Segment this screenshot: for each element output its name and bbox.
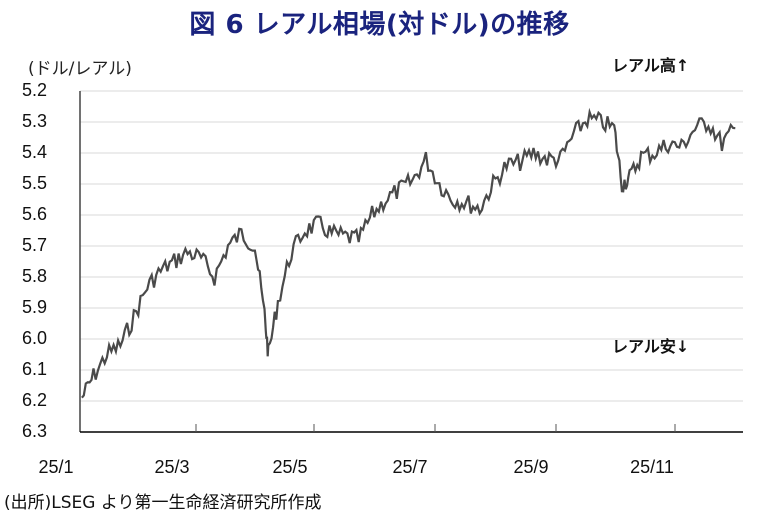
x-tick: 25/3	[154, 457, 190, 477]
y-tick: 6.0	[22, 328, 48, 348]
y-tick: 6.3	[22, 421, 48, 441]
x-tick: 25/9	[513, 457, 549, 477]
y-tick: 5.7	[22, 235, 48, 255]
y-tick: 5.5	[22, 173, 48, 193]
x-tick: 25/11	[630, 457, 674, 477]
real-depreciation-annotation: レアル安↓	[612, 337, 690, 356]
y-tick: 5.9	[22, 297, 48, 317]
y-tick: 6.2	[22, 390, 48, 410]
y-tick: 6.1	[22, 359, 48, 379]
y-tick: 5.4	[22, 142, 48, 162]
y-axis-unit-label: (ドル/レアル)	[28, 59, 132, 79]
y-tick: 5.8	[22, 266, 48, 286]
x-axis-tick-marks	[195, 424, 676, 432]
y-tick: 5.2	[22, 80, 48, 100]
x-tick: 25/5	[272, 457, 308, 477]
real-appreciation-annotation: レアル高↑	[612, 56, 690, 75]
gridlines	[80, 90, 743, 402]
source-note: (出所)LSEG より第一生命経済研究所作成	[4, 493, 322, 513]
x-tick: 25/7	[392, 457, 428, 477]
chart-title: 図 6 レアル相場(対ドル)の推移	[189, 10, 570, 40]
y-tick: 5.6	[22, 204, 48, 224]
y-tick: 5.3	[22, 111, 48, 131]
x-tick: 25/1	[38, 457, 74, 477]
data-series	[81, 107, 736, 399]
